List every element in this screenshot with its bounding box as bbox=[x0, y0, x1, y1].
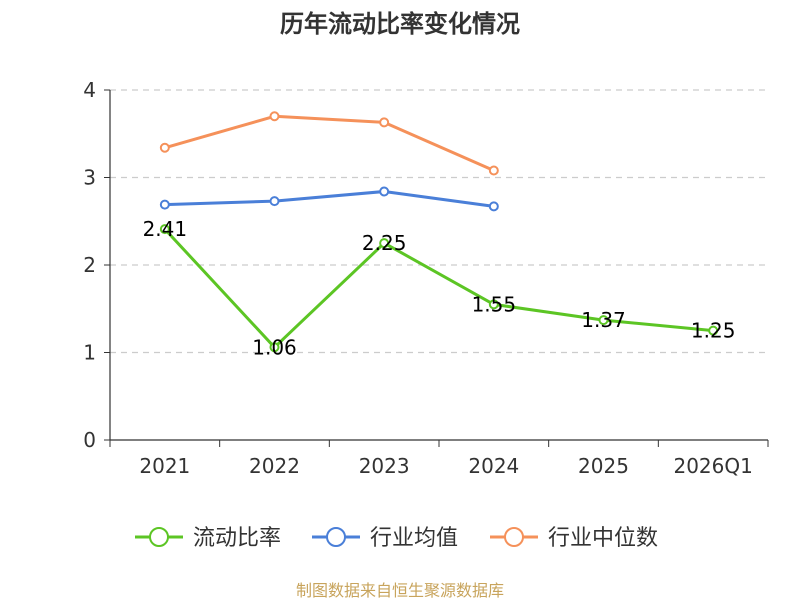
x-tick-label-2026Q1: 2026Q1 bbox=[673, 454, 752, 478]
y-tick-label-0: 0 bbox=[83, 428, 96, 452]
legend-label-2: 行业中位数 bbox=[548, 526, 658, 551]
x-tick-label-2024: 2024 bbox=[468, 454, 519, 478]
point-s1-2021 bbox=[159, 199, 170, 210]
chart-title: 历年流动比率变化情况 bbox=[280, 10, 520, 38]
y-tick-label-3: 3 bbox=[83, 166, 96, 190]
x-tick-label-2023: 2023 bbox=[359, 454, 410, 478]
y-tick-label-2: 2 bbox=[83, 253, 96, 277]
legend-marker-1 bbox=[326, 527, 346, 547]
data-label-2023: 2.25 bbox=[362, 231, 407, 255]
point-s0-2023 bbox=[379, 238, 390, 249]
point-s2-2022 bbox=[269, 111, 280, 122]
series-line-2 bbox=[164, 114, 495, 172]
series-group bbox=[159, 111, 719, 353]
grid bbox=[110, 89, 768, 354]
legend-label-0: 流动比率 bbox=[193, 526, 281, 551]
legend-marker-0 bbox=[149, 527, 169, 547]
legend-marker-2 bbox=[504, 527, 524, 547]
data-label-2024: 1.55 bbox=[472, 292, 517, 316]
point-s2-2021 bbox=[159, 142, 170, 153]
point-s0-2024 bbox=[488, 299, 499, 310]
series-line-0 bbox=[163, 228, 714, 349]
point-s1-2022 bbox=[269, 196, 280, 207]
point-s2-2024 bbox=[488, 165, 499, 176]
axes: 0 1 2 3 4 2021 2022 2023 2024 2025 2026Q1 bbox=[83, 78, 769, 478]
data-label-2021: 2.41 bbox=[143, 217, 188, 241]
y-tick-label-1: 1 bbox=[83, 341, 96, 365]
point-s1-2023 bbox=[379, 186, 390, 197]
series-line-1 bbox=[164, 190, 495, 208]
legend: 流动比率 行业均值 行业中位数 bbox=[135, 526, 658, 551]
data-label-2025: 1.37 bbox=[581, 308, 626, 332]
legend-label-1: 行业均值 bbox=[370, 526, 458, 551]
point-s1-2024 bbox=[488, 201, 499, 212]
point-s0-2025 bbox=[598, 315, 609, 326]
y-tick-label-4: 4 bbox=[83, 78, 96, 102]
point-s0-2022 bbox=[269, 342, 280, 353]
data-label-2026Q1: 1.25 bbox=[691, 319, 736, 343]
point-s2-2023 bbox=[379, 117, 390, 128]
x-tick-label-2021: 2021 bbox=[139, 454, 190, 478]
point-s0-2021 bbox=[159, 224, 170, 235]
data-label-2022: 1.06 bbox=[252, 335, 297, 359]
x-tick-label-2022: 2022 bbox=[249, 454, 300, 478]
data-labels: 2.41 1.06 2.25 1.55 1.37 1.25 bbox=[143, 217, 736, 359]
x-tick-label-2025: 2025 bbox=[578, 454, 629, 478]
point-s0-2026Q1 bbox=[708, 325, 719, 336]
source-note: 制图数据来自恒生聚源数据库 bbox=[296, 581, 504, 600]
